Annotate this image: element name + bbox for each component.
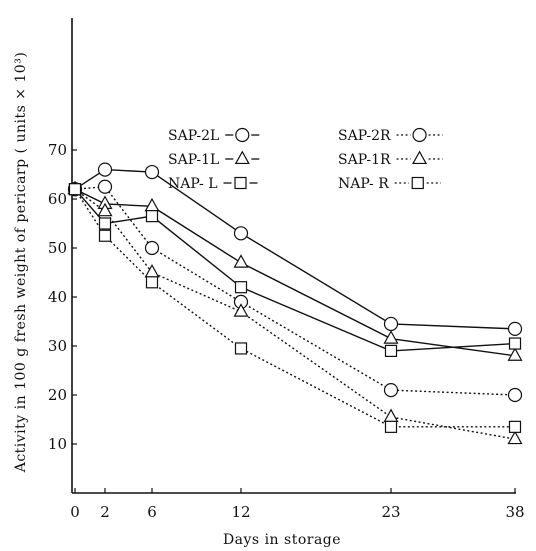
x-tick-label: 23 xyxy=(381,503,400,521)
y-tick-label: 40 xyxy=(48,288,67,306)
data-point-triangle xyxy=(233,303,249,317)
y-tick-label: 30 xyxy=(48,337,67,355)
data-point-square xyxy=(68,183,82,196)
legend-marker xyxy=(412,127,427,143)
series-points-1 xyxy=(67,179,523,403)
data-point-triangle xyxy=(507,347,523,361)
data-point-square xyxy=(384,420,398,433)
series-points-4 xyxy=(68,183,522,357)
data-point-circle xyxy=(507,321,523,336)
legend-marker xyxy=(411,176,424,190)
legend-label: SAP-2R xyxy=(338,128,391,144)
x-tick-label: 2 xyxy=(100,503,110,521)
x-tick-label: 12 xyxy=(231,503,250,521)
series-points-2 xyxy=(67,180,523,361)
x-tick-label: 6 xyxy=(147,503,157,521)
legend-label: SAP-1R xyxy=(338,152,391,168)
legend: SAP-2L SAP-2R SAP-1L SAP-1R NAP- L NAP- R xyxy=(168,127,443,192)
data-point-square xyxy=(508,337,522,350)
series-line-2 xyxy=(74,188,516,357)
data-point-circle xyxy=(383,383,399,398)
data-point-triangle xyxy=(383,330,399,344)
series-points-3 xyxy=(67,180,523,445)
series-layer xyxy=(67,162,523,445)
data-point-triangle xyxy=(144,264,160,278)
data-point-square xyxy=(98,217,112,230)
data-point-square xyxy=(145,210,159,223)
x-axis-title: Days in storage xyxy=(223,532,341,548)
data-point-square xyxy=(145,276,159,289)
legend-marker xyxy=(234,150,250,165)
data-point-triangle xyxy=(383,408,399,423)
y-tick-label: 10 xyxy=(48,435,67,453)
legend-entry: SAP-1R xyxy=(338,150,443,168)
legend-label: SAP-2L xyxy=(168,128,219,144)
y-tick-label: 60 xyxy=(48,190,67,208)
legend-marker xyxy=(235,127,250,143)
legend-label: NAP- R xyxy=(338,176,389,192)
data-point-triangle xyxy=(233,254,249,268)
y-tick-label: 70 xyxy=(48,141,67,159)
data-point-square xyxy=(234,281,248,294)
data-point-triangle xyxy=(97,202,113,217)
data-point-square xyxy=(384,344,398,357)
y-tick-label: 50 xyxy=(48,239,67,257)
series-line-3 xyxy=(74,188,516,440)
legend-label: NAP- L xyxy=(168,176,218,192)
legend-entry: NAP- R xyxy=(338,176,441,192)
legend-label: SAP-1L xyxy=(168,152,219,168)
x-tick-label: 38 xyxy=(505,503,524,521)
y-axis-title: Activity in 100 g fresh weight of perica… xyxy=(13,52,29,474)
series-line-1 xyxy=(74,186,516,396)
legend-entry: SAP-2R xyxy=(338,127,443,144)
legend-marker xyxy=(412,150,428,165)
axes xyxy=(71,18,516,494)
data-point-circle xyxy=(144,240,160,256)
data-point-triangle xyxy=(144,197,160,212)
series-line-5 xyxy=(74,188,515,428)
series-lines xyxy=(74,168,516,440)
data-point-circle xyxy=(233,226,249,241)
tick-labels: 10 20 30 40 50 60 70 0 2 6 12 23 38 xyxy=(48,141,525,521)
series-points-5 xyxy=(68,183,522,433)
data-point-circle xyxy=(97,179,113,194)
series-markers xyxy=(67,162,523,445)
data-point-circle xyxy=(507,387,523,403)
data-point-triangle xyxy=(507,430,523,445)
legend-entry: SAP-1L xyxy=(168,150,260,168)
legend-entry: NAP- L xyxy=(168,176,258,192)
legend-entry: SAP-2L xyxy=(168,127,260,144)
data-point-circle xyxy=(383,316,399,332)
series-line-0 xyxy=(74,168,516,330)
data-point-square xyxy=(508,420,522,433)
data-point-square xyxy=(234,342,248,355)
data-point-circle xyxy=(144,164,160,180)
legend-marker xyxy=(234,176,247,190)
y-tick-label: 20 xyxy=(48,386,67,404)
data-point-circle xyxy=(97,162,113,177)
x-tick-label: 0 xyxy=(70,503,80,521)
data-point-square xyxy=(98,229,112,242)
